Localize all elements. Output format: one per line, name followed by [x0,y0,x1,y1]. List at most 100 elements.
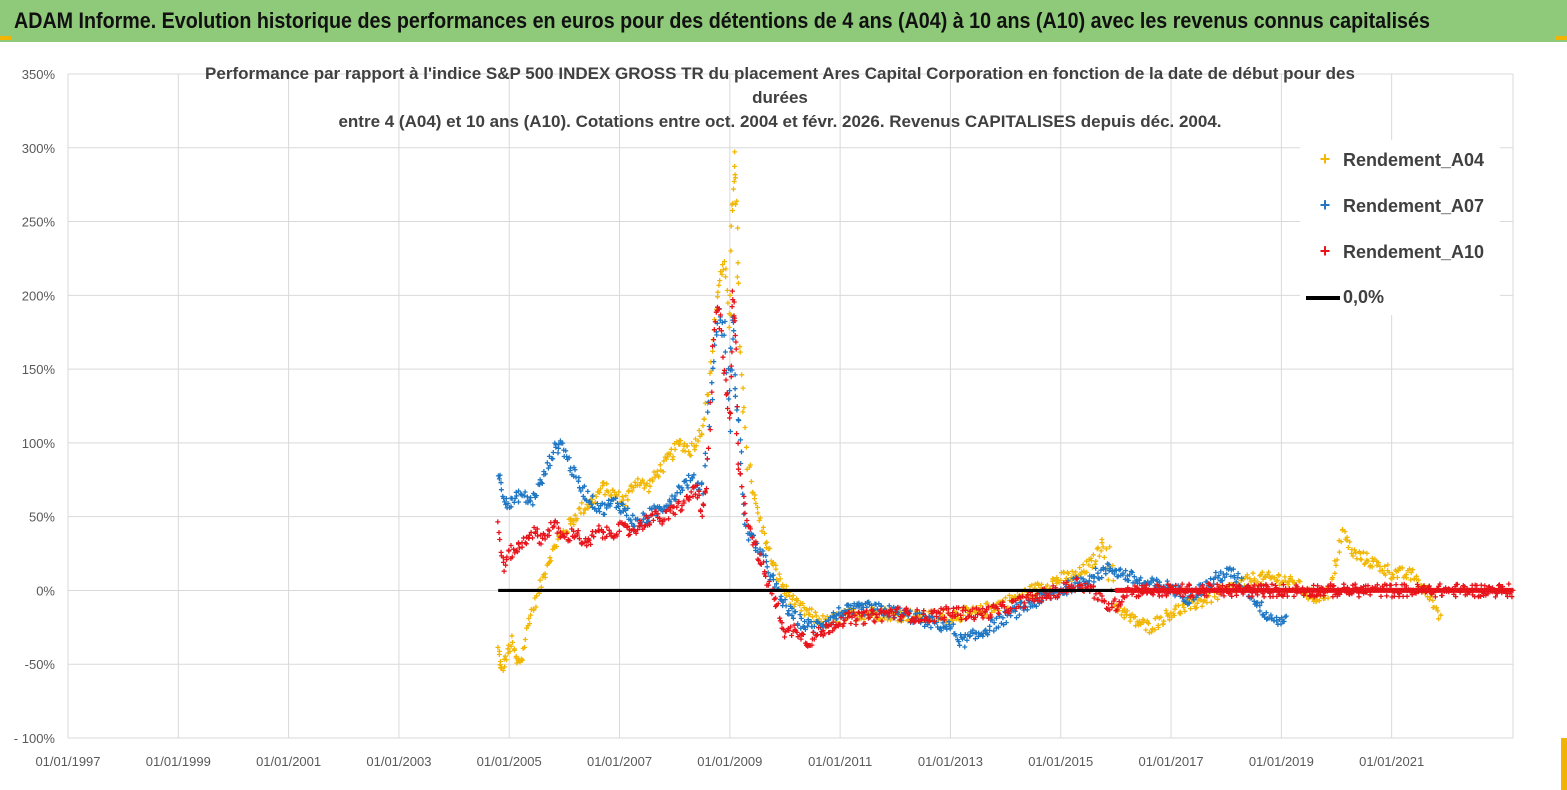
data-point [1274,618,1280,624]
data-point [705,392,711,398]
data-point [811,636,817,642]
data-point [1235,571,1241,577]
data-point [991,620,997,626]
data-point [672,493,678,499]
data-point [1214,581,1220,587]
data-point [693,443,699,449]
data-point [1105,577,1111,583]
data-point [1356,594,1362,600]
data-point [534,526,540,532]
data-point [545,465,551,471]
data-point [1353,550,1359,556]
data-point [732,393,738,399]
data-point [730,208,735,213]
data-point [607,503,613,509]
data-point [578,488,584,494]
data-point [731,179,737,184]
data-point [782,597,788,603]
data-point [1098,548,1104,554]
data-point [906,610,912,616]
data-point [1221,593,1227,599]
data-point [1180,593,1186,599]
data-point [1099,540,1105,546]
data-point [1275,577,1280,583]
data-point [687,478,693,484]
data-point [548,558,554,564]
data-point [1261,594,1267,600]
data-point [1332,570,1338,576]
data-point [1103,571,1109,577]
y-tick-label: - 100% [14,731,56,746]
data-point [726,396,732,402]
data-point [789,605,795,611]
data-point [495,644,501,650]
data-point [737,349,743,355]
data-point [1175,603,1181,609]
data-point [888,617,894,623]
data-point [681,498,687,504]
data-point [660,469,666,475]
data-point [1365,583,1371,589]
legend-item-zero: 0,0% [1300,282,1500,312]
data-point [689,441,695,446]
data-point [604,505,610,511]
data-point [733,201,739,207]
data-point [620,497,626,503]
x-tick-label: 01/01/2009 [697,754,762,769]
data-point [1186,600,1192,605]
data-point [1433,605,1439,611]
data-point [719,320,725,326]
data-point [679,485,685,491]
data-point [722,367,727,373]
data-point [726,324,732,330]
data-point [543,471,548,477]
data-point [730,200,736,206]
data-point [742,425,748,430]
data-point [866,599,872,605]
data-point [723,266,729,272]
data-point [574,516,580,522]
data-point [1028,600,1034,606]
data-point [1399,565,1405,571]
data-point [852,612,858,618]
data-point [1001,604,1007,610]
data-point [1365,558,1371,564]
data-point [732,372,738,378]
data-point [746,537,751,543]
data-point [913,614,919,620]
data-point [1404,575,1409,581]
data-point [1143,627,1149,633]
data-point [1188,606,1193,612]
data-point [1013,605,1019,611]
data-point [1107,544,1113,550]
data-point [606,497,612,503]
data-point [1173,582,1179,588]
data-point [764,564,770,570]
x-tick-label: 01/01/2021 [1359,754,1424,769]
data-point [1216,573,1222,578]
data-point [830,610,836,616]
data-point [1493,594,1498,600]
data-point [1325,595,1331,601]
data-point [736,280,741,286]
data-point [1251,598,1257,604]
data-point [900,613,906,619]
data-point [731,299,737,305]
data-point [1377,564,1383,569]
data-point [498,487,504,493]
data-point [1150,592,1156,598]
data-point [619,494,625,500]
data-point [869,602,874,608]
data-point [628,482,634,488]
data-point [802,619,808,624]
data-point [1278,621,1284,627]
data-point [1209,583,1215,589]
data-point [554,544,560,549]
data-point [1026,597,1032,603]
data-point [740,385,746,391]
data-point [629,488,635,494]
data-point [839,609,845,615]
data-point [1218,569,1224,575]
data-point [496,530,502,535]
data-point [1006,610,1012,616]
